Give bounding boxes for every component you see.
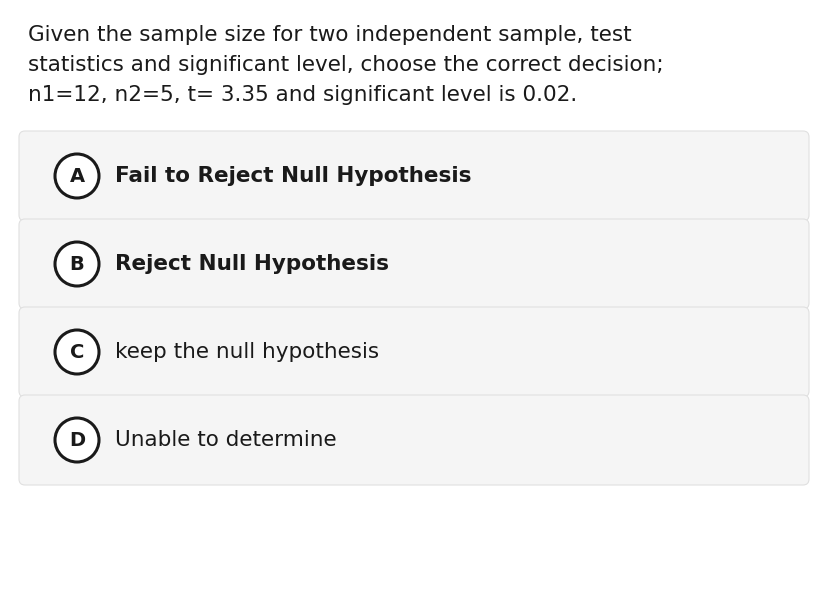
Circle shape (55, 418, 99, 462)
Text: A: A (69, 167, 84, 185)
FancyBboxPatch shape (19, 131, 808, 221)
FancyBboxPatch shape (19, 395, 808, 485)
Text: Given the sample size for two independent sample, test: Given the sample size for two independen… (28, 25, 631, 45)
Text: D: D (69, 430, 85, 449)
FancyBboxPatch shape (19, 307, 808, 397)
Text: statistics and significant level, choose the correct decision;: statistics and significant level, choose… (28, 55, 662, 75)
Text: B: B (69, 255, 84, 274)
Circle shape (55, 330, 99, 374)
Circle shape (55, 154, 99, 198)
FancyBboxPatch shape (19, 219, 808, 309)
Text: Unable to determine: Unable to determine (115, 430, 337, 450)
Text: C: C (69, 342, 84, 362)
Text: Reject Null Hypothesis: Reject Null Hypothesis (115, 254, 389, 274)
Text: Fail to Reject Null Hypothesis: Fail to Reject Null Hypothesis (115, 166, 471, 186)
Circle shape (55, 242, 99, 286)
Text: n1=12, n2=5, t= 3.35 and significant level is 0.02.: n1=12, n2=5, t= 3.35 and significant lev… (28, 85, 576, 105)
Text: keep the null hypothesis: keep the null hypothesis (115, 342, 379, 362)
